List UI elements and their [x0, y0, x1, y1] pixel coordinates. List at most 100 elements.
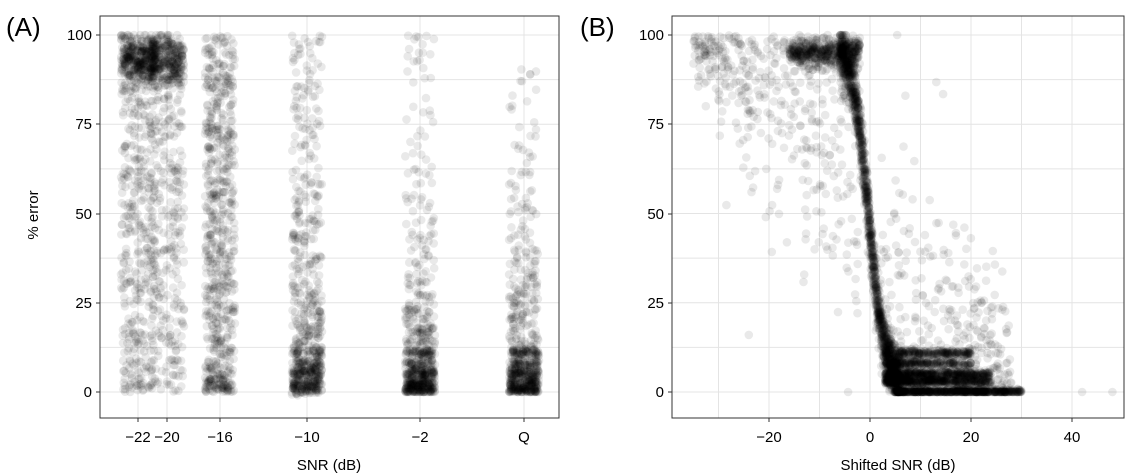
data-point — [226, 381, 235, 390]
data-point — [147, 383, 157, 393]
data-point — [149, 41, 159, 51]
data-point — [409, 190, 419, 200]
data-point — [413, 131, 422, 141]
panel-a-gridlines — [100, 16, 559, 418]
data-point — [311, 365, 320, 375]
panel-a: (A) 0 25 50 75 100 −22 −20 −16 −10 — [6, 12, 560, 474]
data-point — [141, 65, 150, 75]
data-point — [421, 169, 431, 178]
data-point — [149, 62, 158, 72]
data-point — [522, 158, 532, 168]
data-point — [148, 51, 157, 61]
data-point — [405, 235, 414, 244]
data-point — [120, 47, 130, 56]
data-point — [418, 40, 427, 49]
data-point — [120, 298, 129, 308]
data-point — [145, 45, 154, 54]
data-point — [299, 312, 308, 321]
data-point — [160, 120, 170, 129]
data-point — [132, 295, 141, 304]
data-point — [135, 217, 145, 226]
data-point — [137, 47, 146, 57]
data-point — [147, 69, 157, 79]
data-point — [506, 178, 516, 188]
data-point — [165, 211, 174, 220]
data-point — [120, 143, 129, 152]
data-point — [290, 380, 299, 390]
data-point — [138, 46, 148, 56]
data-point — [141, 62, 151, 72]
data-point — [226, 323, 235, 332]
data-point — [130, 131, 139, 140]
data-point — [150, 44, 160, 53]
data-point — [131, 63, 141, 72]
data-point — [424, 202, 434, 212]
data-point — [215, 250, 225, 259]
data-point — [288, 146, 297, 155]
data-point — [133, 295, 143, 305]
data-point — [147, 314, 157, 323]
data-point — [416, 230, 425, 240]
data-point — [160, 58, 169, 67]
data-point — [146, 55, 156, 64]
data-point — [125, 108, 135, 118]
data-point — [141, 155, 150, 164]
data-point — [140, 111, 150, 120]
data-point — [139, 339, 149, 348]
data-point — [149, 64, 158, 74]
data-point — [172, 176, 182, 185]
data-point — [423, 379, 432, 388]
data-point — [150, 39, 159, 48]
data-point — [145, 112, 154, 122]
data-point — [148, 66, 157, 76]
panel-b: (B) 0 25 50 75 100 −20 0 20 40 Shifted S… — [580, 12, 1125, 474]
data-point — [420, 132, 430, 141]
data-point — [136, 283, 145, 293]
data-point — [429, 34, 439, 44]
data-point — [508, 91, 517, 100]
data-point — [150, 55, 159, 64]
data-point — [137, 373, 146, 383]
data-point — [173, 214, 183, 223]
data-point — [201, 297, 211, 307]
data-point — [118, 325, 128, 334]
data-point — [205, 249, 214, 259]
data-point — [132, 381, 141, 391]
data-point — [406, 137, 415, 147]
data-point — [136, 275, 146, 285]
data-point — [138, 157, 147, 167]
data-point — [121, 67, 131, 77]
data-point — [140, 284, 149, 294]
data-point — [147, 63, 156, 73]
data-point — [135, 374, 144, 383]
data-point — [135, 60, 145, 69]
data-point — [133, 39, 142, 49]
data-point — [132, 337, 141, 347]
data-point — [129, 41, 139, 50]
data-point — [129, 128, 139, 138]
data-point — [163, 90, 173, 99]
data-point — [165, 177, 174, 187]
data-point — [527, 186, 537, 195]
data-point — [129, 202, 139, 211]
data-point — [290, 131, 300, 141]
data-point — [203, 181, 213, 190]
data-point — [424, 323, 434, 333]
data-point — [205, 285, 215, 295]
data-point — [416, 178, 426, 188]
data-point — [298, 358, 308, 367]
data-point — [419, 250, 429, 259]
data-point — [531, 125, 541, 134]
data-point — [413, 309, 423, 318]
data-point — [120, 70, 130, 79]
data-point — [403, 67, 412, 76]
data-point — [311, 225, 320, 235]
data-point — [127, 93, 137, 102]
data-point — [419, 63, 428, 73]
panel-a-x-axis-title: SNR (dB) — [297, 457, 361, 474]
data-point — [149, 60, 158, 70]
data-point — [134, 133, 144, 142]
data-point — [426, 50, 435, 59]
data-point — [212, 302, 222, 311]
